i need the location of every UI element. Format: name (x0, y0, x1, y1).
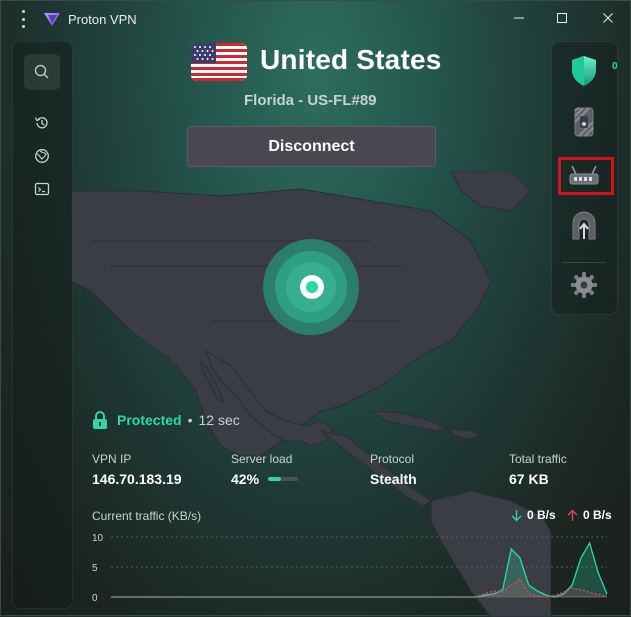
history-icon (34, 117, 48, 129)
world-map (71, 171, 551, 617)
traffic-chart: 10 5 0 (92, 533, 608, 604)
chart-y-tick-label: 0 (92, 593, 98, 604)
port-forwarding-button[interactable] (564, 156, 604, 196)
terminal-icon (34, 182, 50, 196)
panel-divider (562, 262, 606, 263)
download-rate: 0 B/s (510, 508, 556, 522)
disconnect-button[interactable]: Disconnect (187, 126, 436, 167)
server-load-label: Server load (231, 452, 293, 466)
netshield-count: 0 (612, 61, 618, 72)
lock-icon (93, 411, 107, 429)
maximize-button[interactable] (549, 7, 575, 29)
upload-series-area (111, 579, 607, 597)
sidebar (12, 41, 73, 609)
search-icon (34, 64, 49, 79)
highlight-box (558, 157, 614, 195)
app-menu-icon[interactable] (15, 10, 31, 28)
protected-label: Protected (117, 412, 182, 428)
split-tunneling-button[interactable] (564, 205, 604, 245)
chart-y-tick-label: 5 (92, 563, 98, 574)
server-name: Florida - US-FL#89 (244, 92, 377, 109)
profiles-button[interactable] (32, 179, 52, 199)
recents-button[interactable] (32, 113, 52, 133)
traffic-title: Current traffic (KB/s) (92, 509, 202, 523)
title-bar: Proton VPN (1, 1, 631, 37)
connected-country: United States (260, 44, 442, 75)
upload-rate-value: 0 B/s (583, 508, 612, 522)
gear-icon (571, 272, 597, 298)
download-arrow-icon (511, 509, 522, 521)
download-rate-value: 0 B/s (527, 508, 556, 522)
total-traffic-label: Total traffic (509, 452, 567, 466)
server-load-bar (268, 477, 299, 481)
settings-button[interactable] (564, 265, 604, 305)
netshield-button[interactable]: 0 (564, 51, 618, 91)
us-flag-icon (191, 43, 247, 81)
location-pin-icon (300, 275, 324, 299)
protocol-value: Stealth (370, 471, 417, 487)
countries-button[interactable] (32, 146, 52, 166)
vpn-ip-value: 146.70.183.19 (92, 471, 182, 487)
server-load-value: 42% (231, 471, 260, 487)
status-separator: • (187, 412, 193, 428)
upload-arrow-icon (567, 509, 578, 521)
killswitch-icon (574, 107, 594, 137)
upload-series-line (111, 578, 608, 598)
router-icon (569, 165, 599, 185)
features-panel: 0 (551, 41, 618, 315)
minimize-button[interactable] (506, 7, 532, 29)
protocol-label: Protocol (370, 452, 415, 466)
download-series-area (111, 543, 607, 597)
split-tunnel-icon (572, 211, 596, 240)
app-title: Proton VPN (68, 12, 137, 27)
vpn-ip-stat: VPN IP 146.70.183.19 (92, 452, 182, 487)
netshield-icon (572, 56, 596, 86)
total-traffic-value: 67 KB (509, 471, 549, 487)
connection-status: Protected • 12 sec (92, 410, 240, 430)
proton-logo-icon (44, 13, 60, 26)
killswitch-button[interactable] (564, 102, 604, 142)
total-traffic-stat: Total traffic 67 KB (509, 452, 567, 487)
protocol-stat: Protocol Stealth (370, 452, 417, 487)
chart-y-tick-label: 10 (92, 533, 104, 544)
connection-duration: 12 sec (198, 412, 240, 428)
globe-icon (35, 149, 49, 163)
close-button[interactable] (595, 7, 621, 29)
server-load-stat: Server load 42% (231, 452, 299, 487)
vpn-ip-label: VPN IP (92, 452, 132, 466)
search-button[interactable] (24, 54, 60, 90)
upload-rate: 0 B/s (566, 508, 612, 522)
